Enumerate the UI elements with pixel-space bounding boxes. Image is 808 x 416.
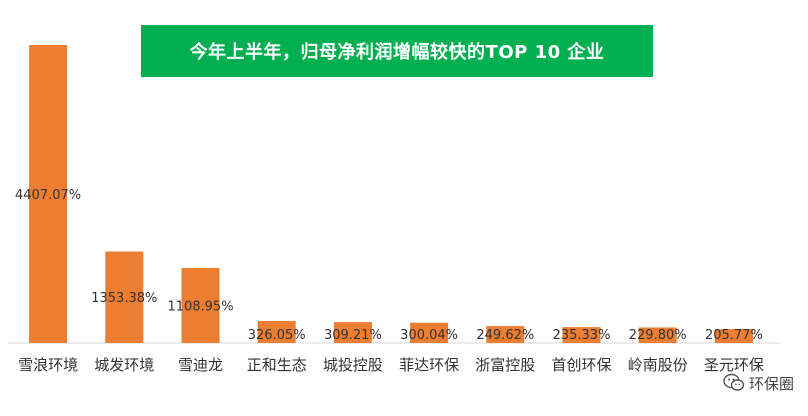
value-label-8: 235.33% — [553, 328, 611, 343]
category-label-3: 雪迪龙 — [178, 356, 223, 374]
value-label-4: 326.05% — [248, 328, 306, 343]
bar-6 — [410, 322, 449, 343]
category-label-2: 城发环境 — [94, 356, 154, 374]
value-label-7: 249.62% — [476, 328, 534, 343]
bar-5 — [333, 322, 372, 343]
value-label-2: 1353.38% — [91, 291, 157, 306]
value-label-9: 229.80% — [629, 328, 687, 343]
category-label-group: 雪浪环境 城发环境 雪迪龙 正和生态 城投控股 菲达环保 浙富控股 首创环保 岭南股份 圣元环保 — [18, 356, 764, 374]
value-label-group: 4407.07% 1353.38% 1108.95% 326.05% 309.21% 30… — [15, 188, 763, 343]
bar-7 — [486, 326, 525, 343]
bar-9 — [638, 327, 677, 343]
category-label-10: 圣元环保 — [704, 356, 764, 374]
value-label-5: 309.21% — [324, 328, 382, 343]
bar-1 — [29, 45, 68, 343]
bar-10 — [714, 329, 753, 343]
watermark-text: 环保圈 — [748, 374, 794, 393]
bar-8 — [562, 327, 601, 343]
wechat-icon — [723, 373, 745, 391]
category-label-9: 岭南股份 — [628, 356, 688, 374]
category-label-8: 首创环保 — [551, 356, 611, 374]
value-label-10: 205.77% — [705, 328, 763, 343]
chart-title: 今年上半年，归母净利润增幅较快的TOP 10 企业 — [141, 25, 653, 77]
category-label-5: 城投控股 — [323, 356, 383, 374]
bar-group — [29, 45, 753, 343]
bar-3 — [181, 268, 220, 343]
category-label-6: 菲达环保 — [399, 356, 459, 374]
category-label-7: 浙富控股 — [475, 356, 535, 374]
bar-4 — [257, 321, 296, 343]
value-label-1: 4407.07% — [15, 188, 81, 203]
value-label-6: 300.04% — [400, 328, 458, 343]
bar-2 — [105, 251, 144, 343]
watermark: 环保圈 — [723, 372, 794, 394]
category-label-4: 正和生态 — [247, 356, 307, 374]
value-label-3: 1108.95% — [167, 300, 233, 315]
category-label-1: 雪浪环境 — [18, 356, 78, 374]
